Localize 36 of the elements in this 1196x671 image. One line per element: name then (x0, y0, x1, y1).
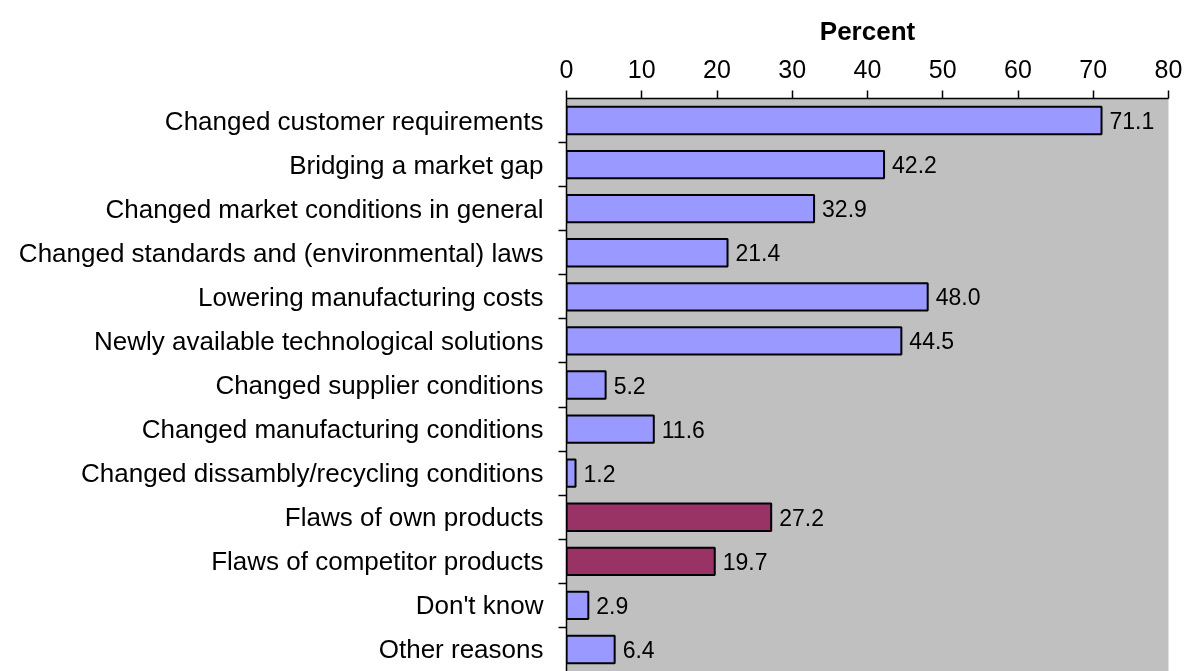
y-tick-label: Bridging a market gap (289, 149, 544, 180)
y-tick-label: Other reasons (378, 634, 544, 665)
data-label: 6.4 (622, 636, 655, 663)
y-tick-label: Lowering manufacturing costs (198, 281, 544, 312)
data-label: 1.2 (583, 460, 616, 487)
data-label: 48.0 (935, 284, 981, 311)
y-tick-label: Flaws of competitor products (211, 546, 544, 577)
x-tick-label: 0 (559, 54, 574, 83)
data-label: 2.9 (596, 592, 629, 619)
data-label: 27.2 (779, 504, 824, 531)
data-label: 32.9 (822, 196, 867, 223)
y-tick-label: Flaws of own products (284, 502, 544, 533)
x-axis-title: Percent (819, 15, 916, 46)
data-label: 19.7 (722, 548, 768, 575)
x-tick-label: 10 (627, 54, 656, 83)
x-tick-label: 80 (1154, 54, 1183, 83)
x-tick-label: 50 (928, 54, 957, 83)
data-label: 71.1 (1109, 108, 1155, 135)
y-tick-label: Changed customer requirements (164, 105, 544, 136)
x-tick-label: 70 (1079, 54, 1108, 83)
y-tick-label: Changed manufacturing conditions (141, 414, 544, 445)
y-tick-label: Changed market conditions in general (105, 193, 544, 224)
y-tick-label: Don't know (415, 590, 544, 621)
data-label: 44.5 (909, 328, 955, 355)
y-tick-label: Changed dissambly/recycling conditions (81, 458, 544, 489)
data-label: 21.4 (735, 240, 781, 267)
data-label: 11.6 (661, 416, 705, 443)
y-tick-label: Changed supplier conditions (215, 370, 544, 400)
x-tick-label: 20 (703, 54, 731, 83)
x-tick-label: 30 (778, 54, 807, 83)
x-tick-label: 60 (1004, 54, 1032, 83)
x-tick-label: 40 (853, 54, 882, 83)
data-label: 5.2 (613, 372, 646, 399)
data-label: 42.2 (892, 152, 937, 179)
y-tick-label: Changed standards and (environmental) laws (18, 237, 544, 268)
y-tick-label: Newly available technological solutions (94, 325, 544, 356)
